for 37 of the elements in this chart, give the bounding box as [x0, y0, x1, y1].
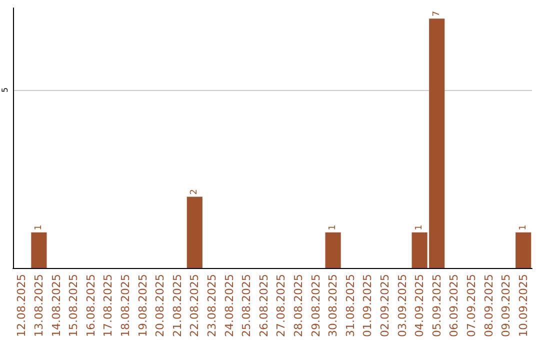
x-tick-label: 29.08.2025	[309, 274, 322, 338]
x-tick-label: 05.09.2025	[430, 274, 444, 338]
x-tick-label: 25.08.2025	[240, 274, 254, 338]
x-tick-label: 19.08.2025	[136, 274, 150, 338]
x-tick-label: 10.09.2025	[516, 274, 530, 338]
x-tick-label: 20.08.2025	[154, 274, 167, 338]
x-tick-label: 15.08.2025	[67, 274, 80, 338]
x-tick-label: 08.09.2025	[482, 274, 496, 338]
x-tick-label: 21.08.2025	[170, 274, 184, 338]
x-tick-label: 06.09.2025	[448, 274, 461, 338]
x-tick-label: 02.09.2025	[378, 274, 392, 338]
x-tick-label: 24.08.2025	[222, 274, 236, 338]
x-tick-label: 01.09.2025	[361, 274, 374, 338]
x-tick-label: 30.08.2025	[326, 274, 340, 338]
x-tick-label: 26.08.2025	[257, 274, 270, 338]
data-label: 2	[190, 189, 200, 195]
data-label: 1	[34, 224, 44, 230]
data-label: 1	[328, 224, 338, 230]
x-tick-label: 31.08.2025	[344, 274, 357, 338]
x-tick-label: 22.08.2025	[188, 274, 202, 338]
x-tick-label: 03.09.2025	[396, 274, 409, 338]
x-tick-label: 28.08.2025	[292, 274, 305, 338]
x-tick-label: 04.09.2025	[413, 274, 426, 338]
x-tick-label: 13.08.2025	[32, 274, 46, 338]
x-tick-label: 07.09.2025	[464, 274, 478, 338]
data-label: 1	[518, 224, 528, 230]
x-tick-label: 16.08.2025	[84, 274, 98, 338]
data-label: 1	[414, 224, 425, 230]
x-tick-label: 23.08.2025	[205, 274, 218, 338]
x-tick-label: 17.08.2025	[102, 274, 115, 338]
x-tick-label: 18.08.2025	[118, 274, 132, 338]
data-label: 7	[432, 10, 442, 17]
y-tick-label: 5	[0, 87, 10, 92]
x-tick-label: 09.09.2025	[500, 274, 513, 338]
x-tick-label: 14.08.2025	[50, 274, 63, 338]
x-tick-label: 27.08.2025	[274, 274, 288, 338]
x-tick-label: 12.08.2025	[15, 274, 28, 338]
